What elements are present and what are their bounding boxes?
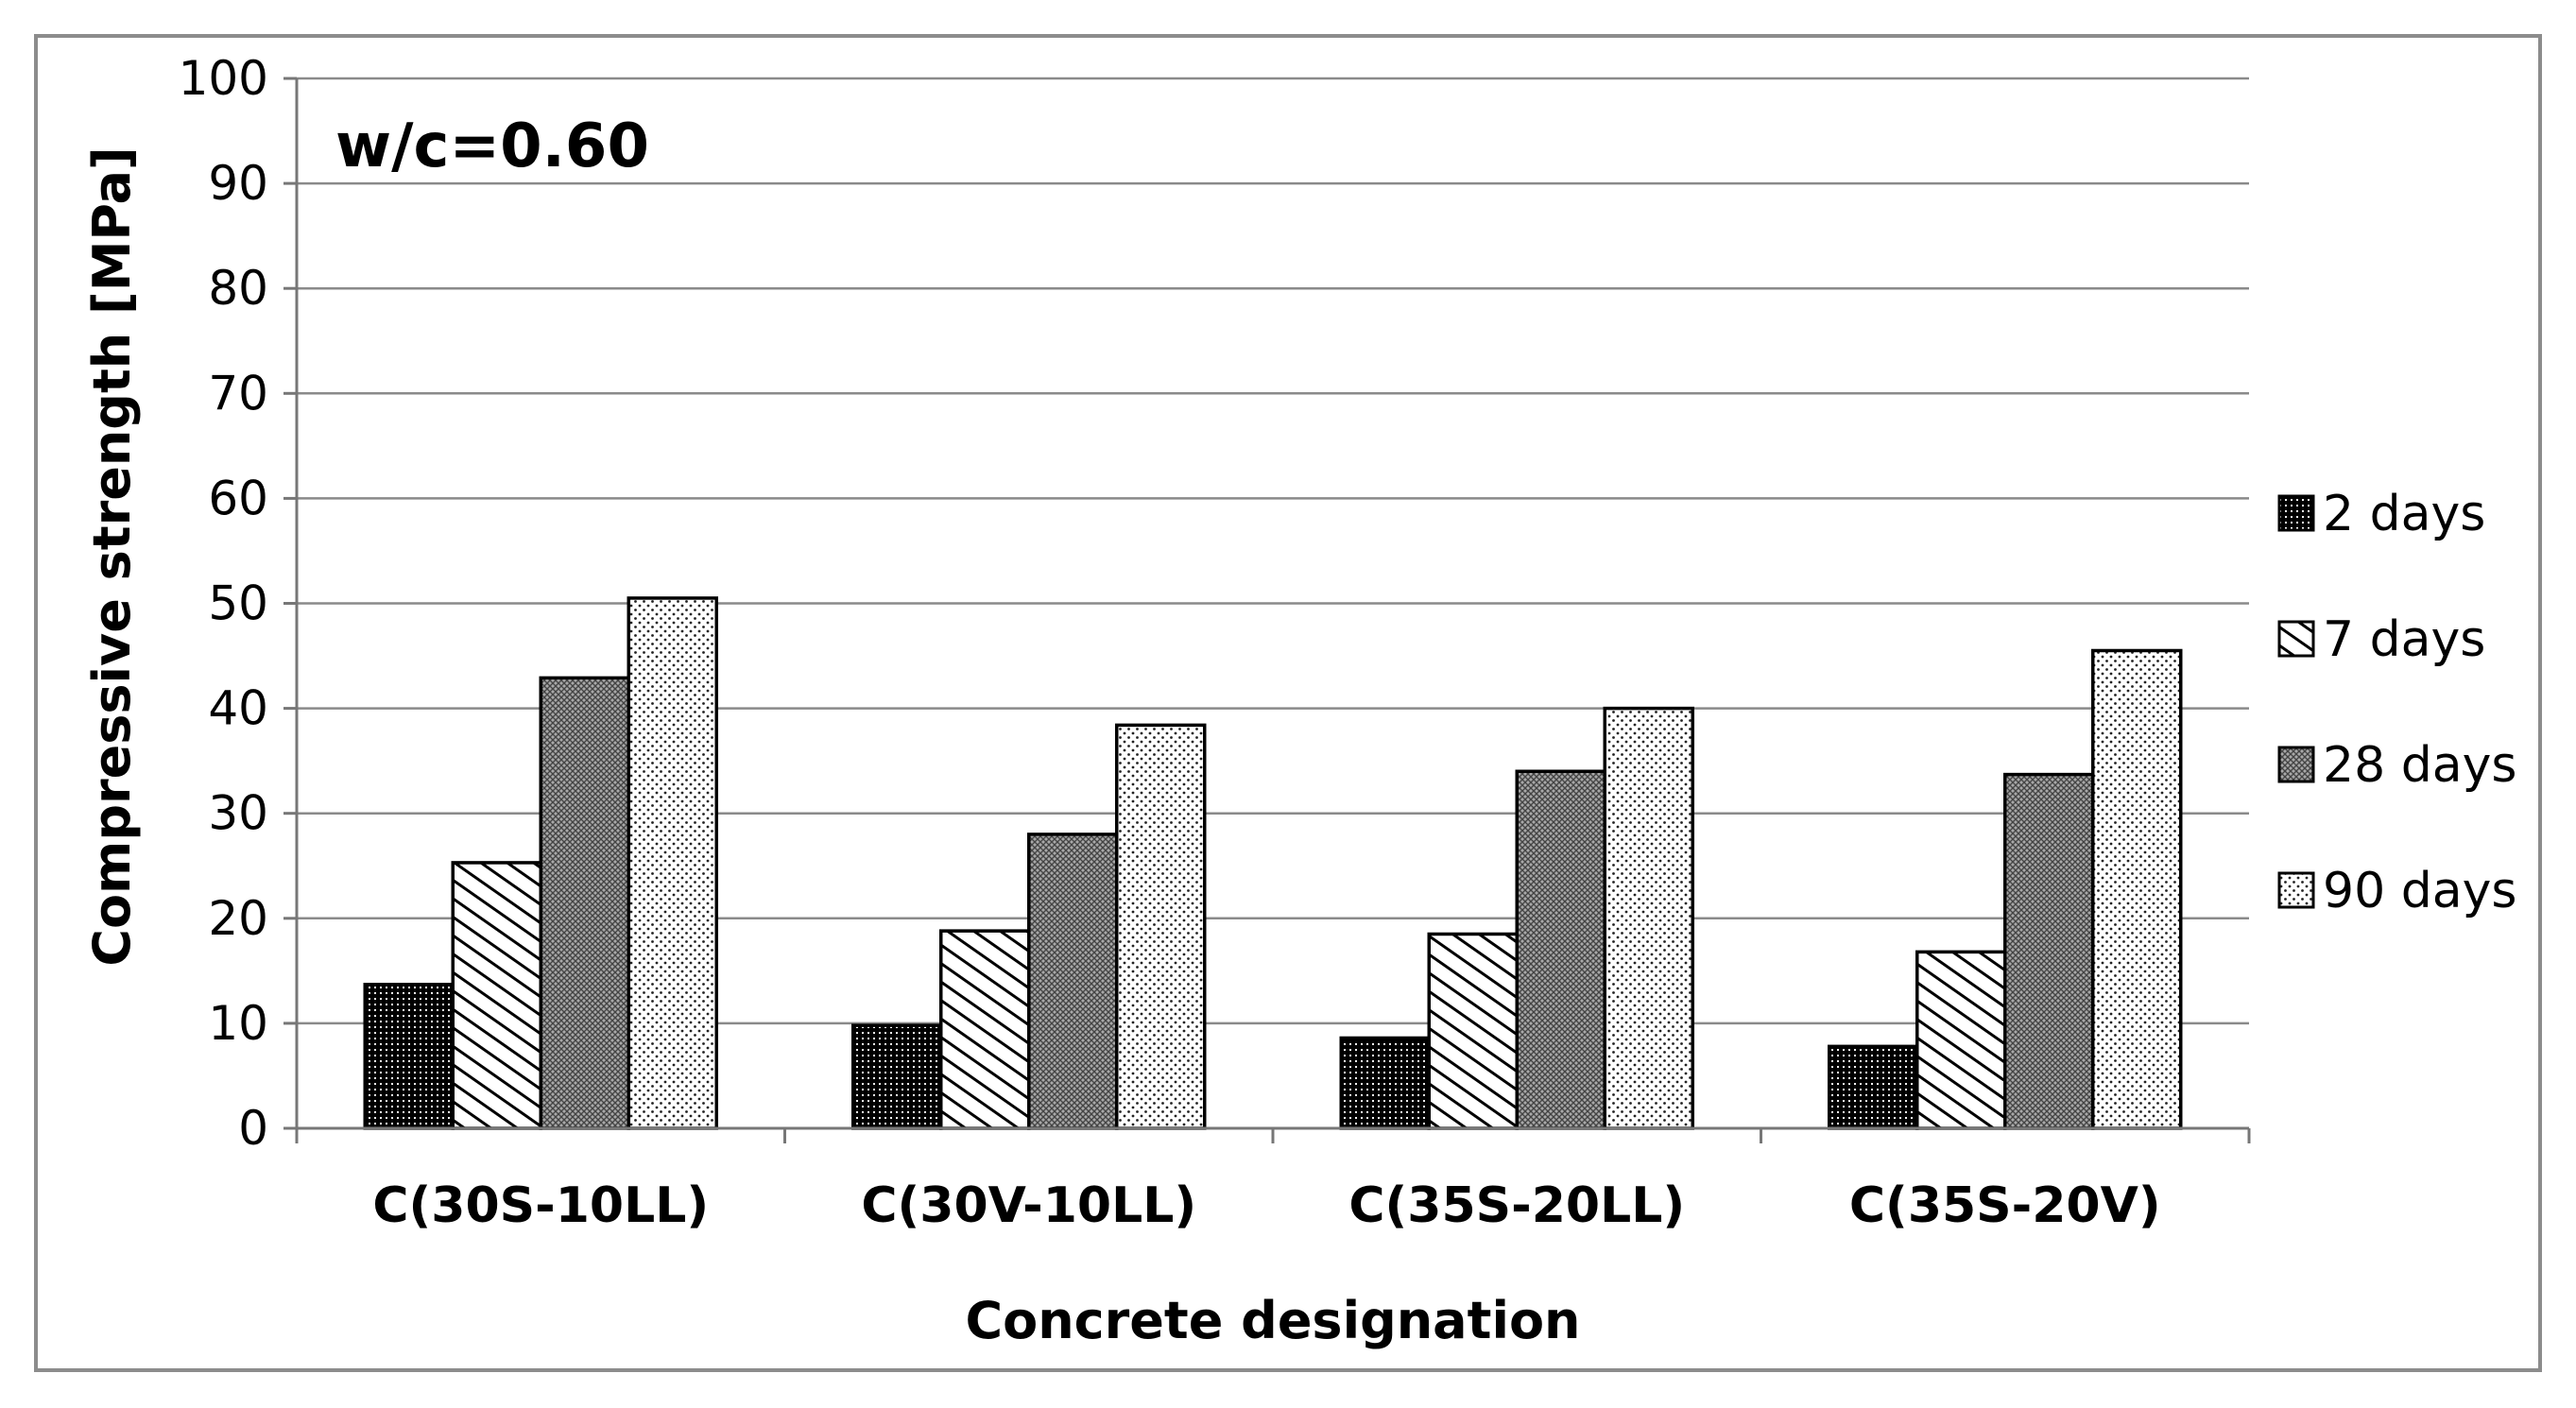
legend-label: 7 days xyxy=(2323,611,2485,668)
category-label: C(30V-10LL) xyxy=(861,1177,1196,1234)
y-tick-label: 100 xyxy=(179,51,268,106)
y-axis-title: Compressive strength [MPa] xyxy=(82,146,142,966)
bar-7-days-3 xyxy=(1915,950,2007,1130)
y-tick-label: 40 xyxy=(208,681,268,736)
legend-swatch xyxy=(2277,746,2315,783)
y-axis-ticks: 0 10 20 30 40 50 60 70 80 90 100 xyxy=(179,51,297,1156)
category-label: C(35S-20LL) xyxy=(1348,1177,1685,1234)
bar-2-days-1 xyxy=(851,1023,943,1130)
bar-7-days-0 xyxy=(451,861,542,1130)
y-tick-label: 80 xyxy=(208,261,268,316)
bar-2-days-0 xyxy=(363,983,455,1130)
bar-2-days-2 xyxy=(1339,1036,1431,1130)
legend-swatch xyxy=(2277,494,2315,532)
y-tick-label: 30 xyxy=(208,786,268,841)
legend-item: 90 days xyxy=(2277,863,2516,919)
legend-item: 2 days xyxy=(2277,486,2485,542)
y-tick-label: 90 xyxy=(208,156,268,211)
bar-28-days-2 xyxy=(1515,769,1606,1130)
legend-swatch xyxy=(2277,620,2315,658)
bar-90-days-2 xyxy=(1603,706,1694,1130)
y-tick-label: 50 xyxy=(208,576,268,631)
y-tick-label: 70 xyxy=(208,366,268,421)
legend-item: 7 days xyxy=(2277,611,2485,668)
bar-28-days-0 xyxy=(539,676,630,1130)
chart-annotation: w/c=0.60 xyxy=(335,112,649,181)
y-tick-label: 20 xyxy=(208,891,268,946)
y-tick-label: 60 xyxy=(208,471,268,525)
legend-label: 28 days xyxy=(2323,737,2516,794)
legend: 2 days 7 days 28 days 90 days xyxy=(2277,486,2516,919)
bar-7-days-1 xyxy=(939,929,1031,1130)
bar-28-days-1 xyxy=(1027,833,1119,1130)
x-axis-title: Concrete designation xyxy=(965,1291,1580,1350)
bar-90-days-0 xyxy=(627,596,718,1130)
y-tick-label: 0 xyxy=(238,1101,268,1156)
bar-90-days-1 xyxy=(1115,723,1207,1130)
category-label: C(35S-20V) xyxy=(1849,1177,2161,1234)
legend-label: 2 days xyxy=(2323,486,2485,542)
bar-90-days-3 xyxy=(2091,648,2183,1130)
category-labels: C(30S-10LL) C(30V-10LL) C(35S-20LL) C(35S-2… xyxy=(372,1177,2160,1234)
legend-swatch xyxy=(2277,871,2315,909)
bar-2-days-3 xyxy=(1828,1044,1919,1130)
y-tick-label: 10 xyxy=(208,996,268,1051)
category-label: C(30S-10LL) xyxy=(372,1177,709,1234)
legend-item: 28 days xyxy=(2277,737,2516,794)
x-axis-ticks xyxy=(295,1128,2251,1143)
bar-7-days-2 xyxy=(1427,932,1519,1130)
bar-28-days-3 xyxy=(2003,772,2095,1130)
legend-label: 90 days xyxy=(2323,863,2516,919)
